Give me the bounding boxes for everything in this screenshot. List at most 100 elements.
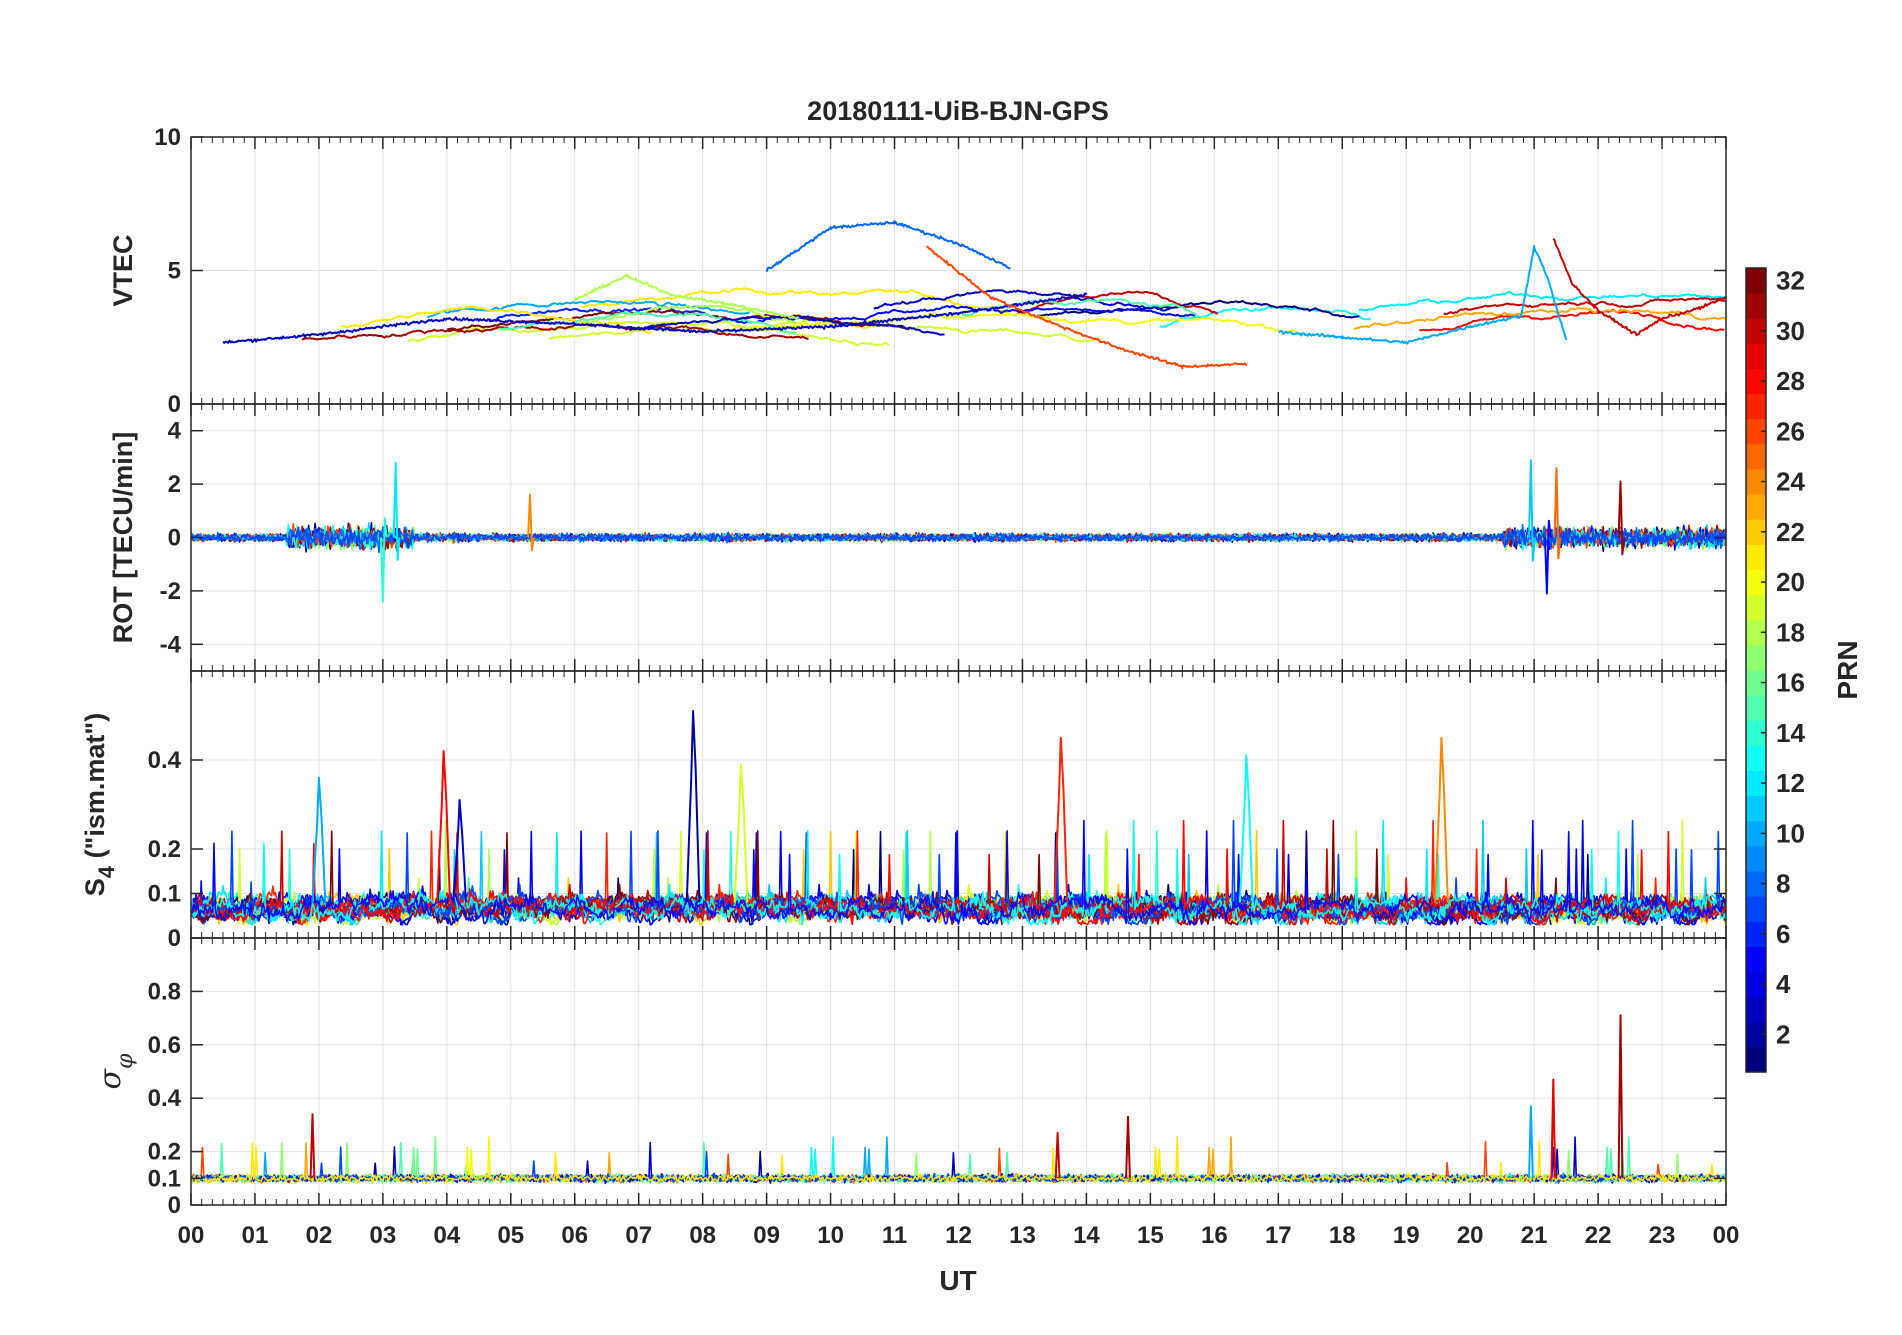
series-vtec [222,220,1726,370]
x-tick-label: 23 [1649,1222,1676,1249]
colorbar-label: PRN [1832,640,1863,699]
x-tick-label: 14 [1073,1222,1100,1249]
x-tick-label: 11 [882,1222,907,1249]
colorbar-tick-label: 28 [1776,366,1805,396]
rot-spike-prn-24 [527,493,535,552]
vtec-series-prn-3 [222,292,1088,344]
x-tick-label: 10 [817,1222,844,1249]
colorbar-tick-label: 14 [1776,718,1805,748]
ticks-vtec: 0 5 10 [154,124,1727,418]
vtec-arc-prn-15 [499,311,797,335]
y-axis-label-sub: φ [113,1053,138,1069]
colorbar-cell-prn-28 [1746,368,1766,395]
rot-spike-prn-11 [1528,459,1536,562]
x-axis-label: UT [939,1265,976,1296]
colorbar-cell-prn-25 [1746,443,1766,470]
colorbar-tick-label: 20 [1776,567,1805,597]
sigma-peak-prn-31 [1617,1014,1624,1179]
vtec-arc-prn-21 [340,305,652,334]
x-tick-label: 16 [1201,1222,1228,1249]
y-tick-label: 0.4 [148,747,182,774]
colorbar-cell-prn-24 [1746,469,1766,495]
rot-series-prn-7 [191,526,1726,550]
colorbar-cell-prn-17 [1746,644,1766,671]
series-rot [191,459,1726,603]
y-axis-label: S4 ("ism.mat") [80,713,119,896]
colorbar-cell-prn-4 [1746,971,1766,998]
colorbar-cell-prn-26 [1746,418,1766,445]
colorbar-cell-prn-7 [1746,896,1766,922]
y-tick-label: 0 [168,391,181,418]
x-tick-label: 05 [497,1222,524,1249]
x-tick-label: 06 [561,1222,588,1249]
colorbar-tick-label: 8 [1776,869,1790,899]
x-tick-label: 09 [753,1222,780,1249]
vtec-arc-prn-23 [1353,307,1726,330]
colorbar-cell-prn-6 [1746,921,1766,947]
s4-peak-prn-28 [436,750,451,903]
colorbar-tick-label: 4 [1776,969,1791,999]
colorbar-cell-prn-10 [1746,820,1766,847]
x-tick-label: 08 [689,1222,716,1249]
y-tick-label: 0 [168,1192,181,1219]
vtec-arc-prn-13 [1159,305,1372,328]
x-tick-label: 04 [433,1222,460,1249]
x-tick-label: 15 [1137,1222,1164,1249]
panel-rot: -4 -2 0 2 4 ROT [TECU/min] [108,403,1727,672]
y-tick-label: 0.2 [148,836,181,863]
y-tick-label: 0.6 [148,1032,181,1059]
sigma-peak-prn-30 [1054,1131,1061,1179]
rot-spike-prn-31 [1617,480,1626,556]
vtec-arc-prn-28 [1419,308,1725,332]
colorbar-cell-prn-8 [1746,871,1766,897]
vtec-series-prn-26 [926,245,1248,370]
colorbar-tick-label: 22 [1776,517,1805,547]
x-tick-label: 03 [370,1222,397,1249]
y-tick-label: 2 [168,471,181,498]
s4-peak-prn-27 [1053,736,1069,903]
s4-peak-prn-2 [685,710,701,903]
vtec-series-prn-30 [1552,238,1726,337]
y-tick-label: -4 [160,631,182,658]
colorbar-cell-prn-27 [1746,393,1766,420]
s4-peak-prn-24 [1434,736,1449,903]
colorbar-cell-prn-13 [1746,745,1766,771]
colorbar-tick-label: 18 [1776,617,1805,647]
colorbar-cell-prn-2 [1746,1021,1766,1048]
ticks-sigma: 00.10.2 0.4 0.6 0.8 [148,938,1727,1219]
colorbar-cell-prn-9 [1746,845,1766,872]
y-tick-label: 0.1 [148,1165,181,1192]
colorbar-cell-prn-11 [1746,795,1766,822]
ticks-rot: -4 -2 0 2 4 [160,404,1727,671]
colorbar-tick-label: 16 [1776,668,1805,698]
grid-sigma [191,938,1726,1205]
colorbar-tick-label: 10 [1776,818,1805,848]
colorbar-cell-prn-5 [1746,946,1766,972]
vtec-series-prn-8 [765,220,1011,272]
colorbar-tick-label: 12 [1776,768,1805,798]
x-axis: 00 01 02 03 04 05 06 07 08 09 10 11 12 13 14 15 16 17 18 19… [178,1222,1740,1249]
colorbar-tick-label: 30 [1776,316,1805,346]
colorbar-tick-label: 6 [1776,919,1790,949]
colorbar-cell-prn-23 [1746,494,1766,520]
x-tick-label: 18 [1329,1222,1356,1249]
vtec-series-prn-10 [1277,244,1568,345]
vtec-arc-prn-18 [582,304,797,324]
y-tick-label: 10 [154,124,181,151]
vtec-arc-prn-3 [873,289,1172,312]
vtec-arc-prn-12 [1358,291,1726,312]
panel-vtec: 0 5 10 VTEC [108,124,1727,418]
y-tick-label: -2 [160,578,181,605]
colorbar-cell-prn-22 [1746,519,1766,545]
colorbar-cell-prn-15 [1746,695,1766,721]
series-s4 [191,710,1726,926]
colorbar-cell-prn-12 [1746,770,1766,797]
x-tick-label: 00 [178,1222,205,1249]
sigma-peak-prn-10 [1528,1105,1534,1179]
x-tick-label: 01 [242,1222,269,1249]
colorbar-cell-prn-32 [1746,268,1766,294]
y-tick-label: 4 [168,418,182,445]
colorbar-cell-prn-16 [1746,670,1766,696]
